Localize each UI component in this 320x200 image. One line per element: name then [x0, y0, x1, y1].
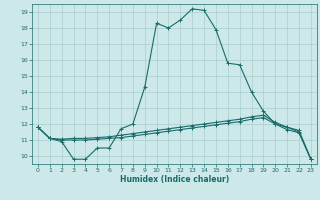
- X-axis label: Humidex (Indice chaleur): Humidex (Indice chaleur): [120, 175, 229, 184]
